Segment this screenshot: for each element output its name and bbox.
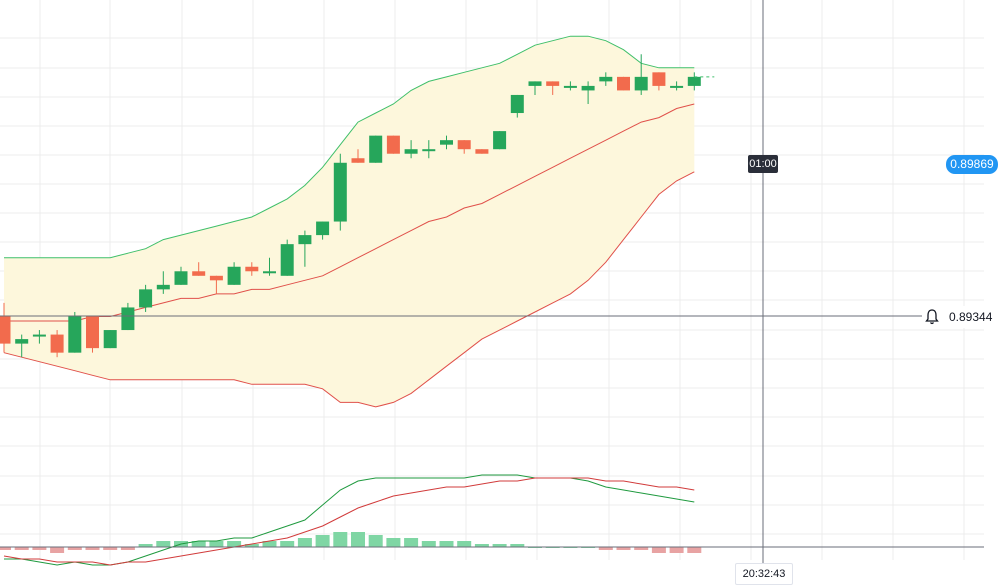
bell-icon[interactable]: [922, 307, 942, 327]
crosshair-time-label: 20:32:43: [735, 563, 793, 585]
bollinger-band-fill: [4, 36, 695, 407]
candle-body: [670, 85, 684, 88]
candle-body: [298, 235, 312, 245]
macd-histogram-bar: [598, 547, 613, 550]
macd-histogram-bar: [120, 547, 135, 550]
candle-body: [546, 81, 560, 86]
crosshair-price-value: 0.89344: [949, 310, 993, 324]
macd-histogram-bar: [687, 547, 702, 553]
candle-body: [174, 271, 188, 285]
macd-histogram-bar: [262, 541, 277, 547]
macd-line: [4, 474, 695, 566]
candle-body: [457, 140, 471, 150]
crosshair-price-label: 0.89344: [922, 306, 1002, 328]
macd-histogram-bar: [439, 541, 454, 547]
macd-histogram-bar: [651, 547, 666, 553]
macd-histogram-bar: [32, 547, 47, 550]
candle-body: [369, 135, 383, 163]
candle-body: [50, 334, 64, 353]
candle-body: [139, 289, 153, 308]
candle-body: [103, 330, 117, 349]
candle-body: [581, 85, 595, 91]
candle-body: [209, 275, 223, 281]
candle-body: [652, 72, 666, 86]
candle-body: [156, 284, 170, 290]
candle-body: [386, 135, 400, 154]
macd-histogram-bar: [0, 547, 11, 550]
candle-body: [440, 140, 453, 145]
macd-histogram-bar: [227, 541, 242, 547]
candle-body: [404, 149, 418, 154]
macd-histogram-bar: [404, 538, 419, 547]
macd-histogram-bar: [244, 544, 259, 547]
candle-body: [227, 266, 241, 285]
candle-body: [351, 158, 365, 163]
bar-countdown-badge: 01:00: [748, 155, 778, 173]
macd-histogram-bar: [14, 547, 29, 550]
macd-histogram-bar: [669, 547, 684, 553]
macd-histogram-bar: [421, 541, 436, 547]
candle-body: [687, 76, 701, 86]
candle-body: [510, 94, 524, 114]
candle-body: [333, 162, 347, 222]
macd-histogram-bar: [315, 535, 330, 547]
candle-body: [634, 76, 648, 91]
macd-histogram-bar: [209, 541, 224, 547]
candle-body: [192, 271, 206, 276]
macd-histogram-bar: [368, 535, 383, 547]
candle-body: [563, 85, 577, 88]
macd-histogram-bar: [616, 547, 631, 550]
candle-body: [316, 221, 330, 236]
macd-histogram-bar: [634, 547, 649, 550]
candle-body: [617, 76, 630, 91]
macd-histogram-bar: [492, 544, 507, 547]
macd-histogram-bar: [138, 544, 153, 547]
candle-body: [280, 244, 294, 276]
candle-body: [68, 316, 82, 353]
macd-histogram-bar: [67, 547, 82, 550]
candle-body: [422, 149, 436, 152]
macd-histogram-bar: [103, 547, 118, 550]
candle-body: [599, 76, 613, 82]
candle-body: [528, 81, 542, 86]
candle-body: [263, 271, 276, 274]
macd-histogram-bar: [50, 547, 65, 553]
macd-histogram-bar: [156, 541, 171, 547]
macd-histogram-bar: [351, 532, 365, 547]
macd-histogram-bar: [457, 541, 472, 547]
macd-signal-line: [3, 477, 695, 566]
macd-histogram-bar: [297, 538, 312, 547]
candle-body: [475, 149, 489, 154]
candle-body: [121, 307, 135, 331]
last-price-badge: 0.89869: [946, 155, 998, 174]
candle-body: [86, 316, 99, 349]
macd-histogram-bar: [510, 544, 525, 547]
bollinger-middle-line: [4, 103, 695, 322]
bollinger-lower-line: [3, 171, 695, 408]
candle-body: [15, 339, 29, 344]
candlestick-series: [0, 54, 701, 358]
macd-histogram-bar: [85, 547, 100, 550]
macd-histogram-bar: [191, 541, 206, 547]
macd-histogram-bar: [333, 532, 348, 547]
candle-body: [32, 334, 46, 337]
macd-histogram-bar: [474, 544, 489, 547]
macd-histogram: [0, 532, 702, 553]
candle-body: [493, 131, 507, 150]
candle-body: [245, 266, 259, 272]
macd-histogram-bar: [386, 538, 401, 547]
bollinger-upper-line: [4, 35, 695, 259]
macd-histogram-bar: [280, 541, 295, 547]
candle-body: [0, 316, 11, 344]
